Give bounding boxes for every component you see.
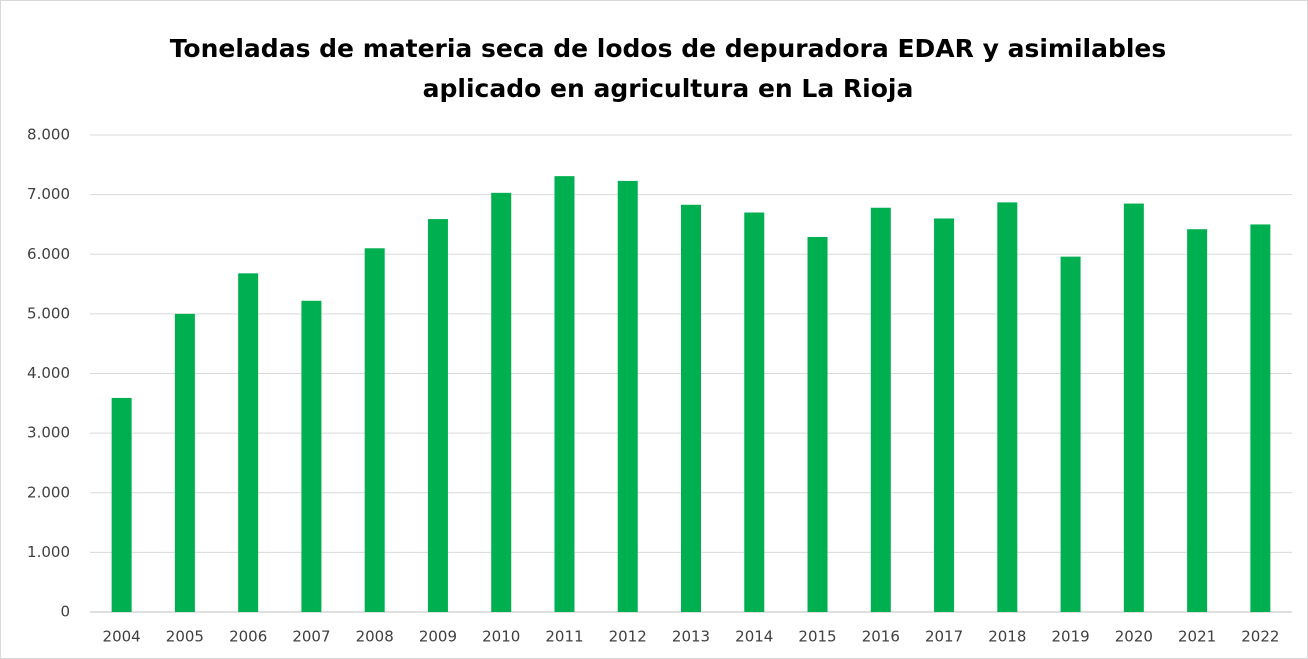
y-tick-label: 0: [60, 603, 70, 621]
x-tick-label: 2018: [988, 628, 1026, 646]
bar: [681, 204, 701, 613]
x-tick-label: 2011: [545, 628, 583, 646]
bar: [1250, 224, 1271, 612]
x-tick-label: 2015: [798, 628, 836, 646]
x-tick-label: 2009: [419, 628, 457, 646]
chart-title: aplicado en agricultura en La Rioja: [423, 74, 914, 103]
x-tick-label: 2014: [735, 628, 773, 646]
y-tick-label: 5.000: [27, 304, 70, 322]
bar: [554, 176, 575, 613]
x-tick-label: 2006: [229, 628, 267, 646]
y-tick-label: 1.000: [27, 543, 70, 561]
x-tick-label: 2007: [292, 628, 330, 646]
y-tick-label: 4.000: [27, 364, 70, 382]
x-tick-label: 2004: [103, 628, 141, 646]
y-tick-label: 6.000: [27, 245, 70, 263]
y-tick-label: 2.000: [27, 483, 70, 501]
bar: [427, 219, 448, 613]
bar: [238, 273, 259, 612]
bar: [997, 202, 1018, 612]
x-tick-label: 2005: [166, 628, 204, 646]
x-tick-label: 2012: [609, 628, 647, 646]
bar: [744, 212, 765, 612]
bar: [870, 207, 891, 612]
x-tick-label: 2017: [925, 628, 963, 646]
bar: [174, 313, 195, 612]
x-tick-label: 2008: [356, 628, 394, 646]
bar: [807, 236, 828, 613]
y-tick-label: 7.000: [27, 185, 70, 203]
x-tick-label: 2016: [862, 628, 900, 646]
x-tick-label: 2022: [1241, 628, 1279, 646]
x-tick-label: 2010: [482, 628, 520, 646]
chart-title: Toneladas de materia seca de lodos de de…: [170, 34, 1167, 63]
bar: [364, 248, 385, 612]
bar: [491, 192, 512, 612]
bar: [934, 218, 955, 612]
bar: [1187, 229, 1208, 612]
bar: [301, 300, 322, 612]
y-tick-label: 8.000: [27, 126, 70, 144]
x-tick-label: 2013: [672, 628, 710, 646]
bar: [617, 180, 638, 612]
bar: [1060, 256, 1081, 612]
x-tick-label: 2019: [1051, 628, 1089, 646]
y-tick-label: 3.000: [27, 424, 70, 442]
x-tick-label: 2020: [1115, 628, 1153, 646]
bar: [1123, 203, 1144, 612]
bar: [111, 397, 132, 612]
x-tick-label: 2021: [1178, 628, 1216, 646]
